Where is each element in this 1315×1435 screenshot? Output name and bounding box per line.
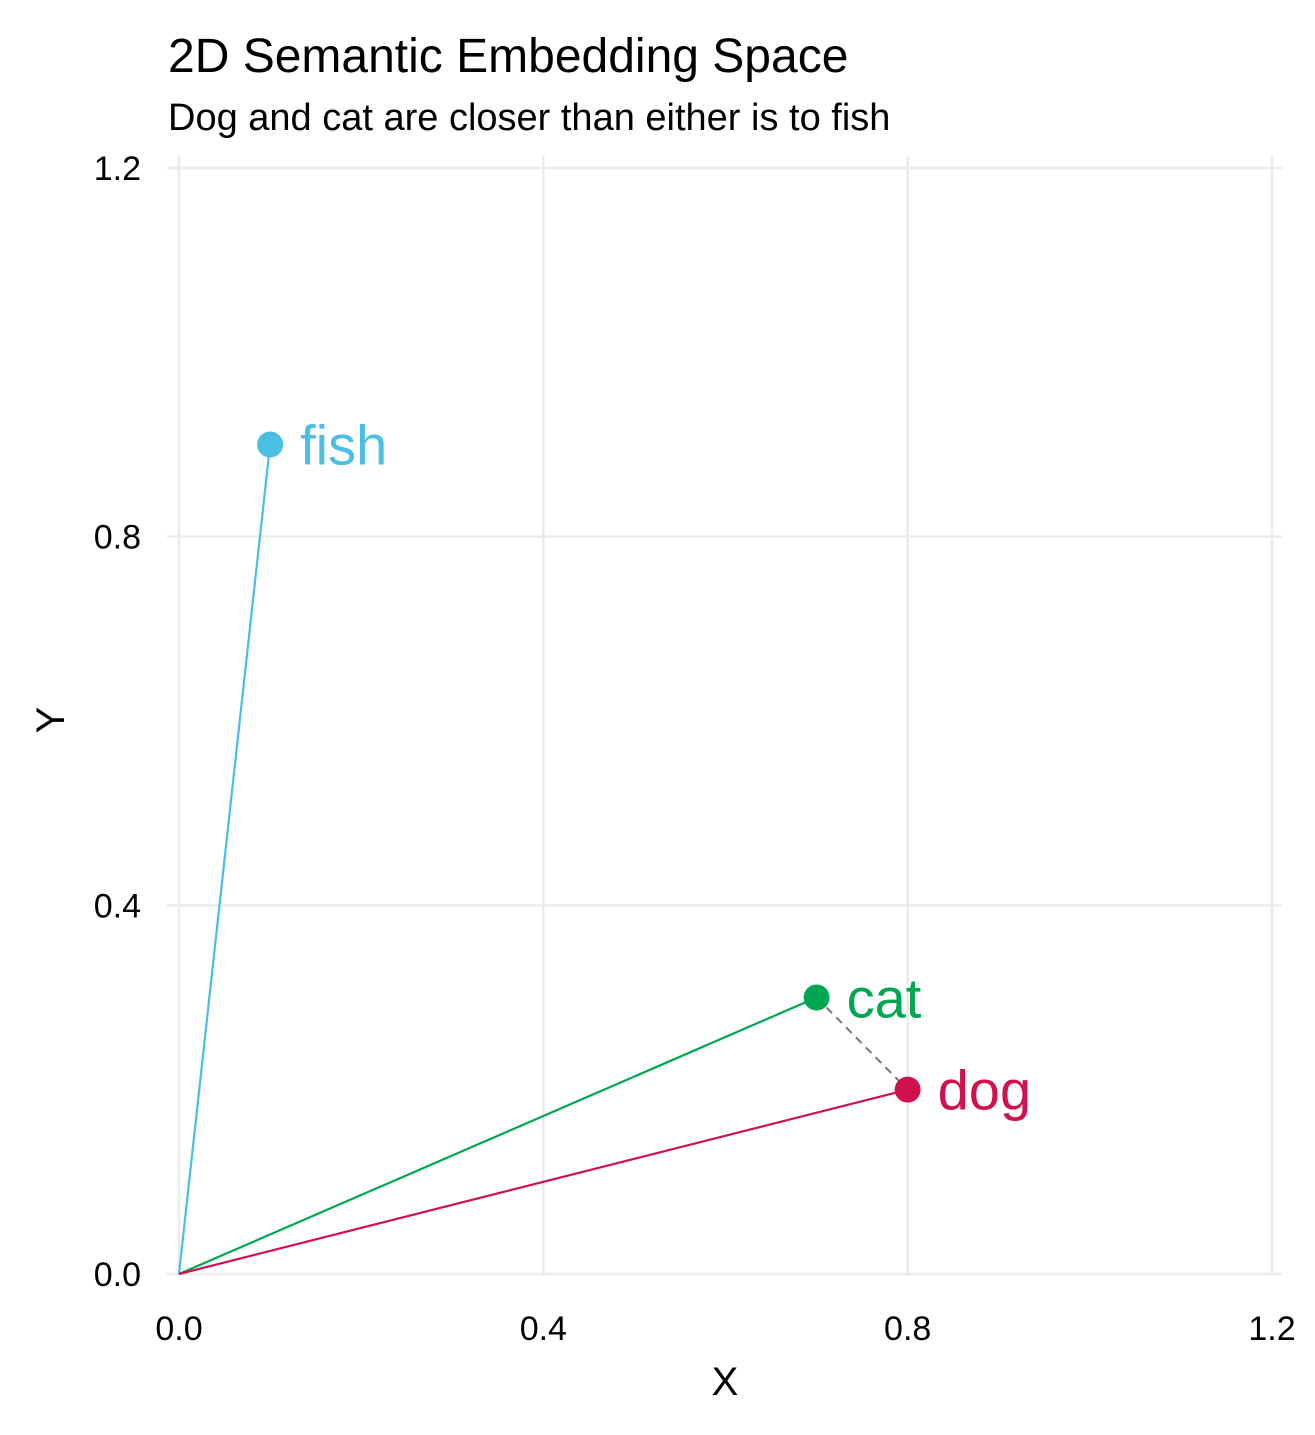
points	[257, 431, 921, 1103]
x-tick-label: 0.8	[884, 1310, 931, 1348]
vectors	[177, 445, 908, 1276]
x-axis-ticks: 0.0 0.4 0.8 1.2	[155, 1310, 1295, 1348]
point-dog	[894, 1076, 921, 1103]
point-fish	[257, 431, 284, 458]
vector-dog	[178, 1090, 908, 1276]
y-tick-label: 0.8	[94, 519, 141, 557]
vector-cat	[178, 998, 817, 1276]
label-fish: fish	[300, 414, 387, 477]
x-tick-label: 0.4	[520, 1310, 567, 1348]
chart-subtitle: Dog and cat are closer than either is to…	[168, 97, 890, 139]
cat-dog-distance-line	[815, 996, 909, 1091]
y-axis-title: Y	[29, 707, 73, 734]
x-tick-label: 0.0	[155, 1310, 202, 1348]
y-tick-label: 0.0	[94, 1256, 141, 1294]
x-tick-label: 1.2	[1248, 1310, 1295, 1348]
point-cat	[803, 984, 830, 1011]
label-dog: dog	[938, 1059, 1031, 1122]
y-tick-label: 1.2	[94, 150, 141, 188]
label-cat: cat	[847, 967, 922, 1030]
connector	[815, 996, 909, 1091]
vector-fish	[177, 445, 270, 1275]
x-axis-title: X	[712, 1360, 739, 1404]
chart-title: 2D Semantic Embedding Space	[168, 30, 848, 83]
y-tick-label: 0.4	[94, 887, 141, 925]
y-axis-ticks: 0.0 0.4 0.8 1.2	[94, 150, 141, 1294]
grid	[167, 156, 1282, 1276]
